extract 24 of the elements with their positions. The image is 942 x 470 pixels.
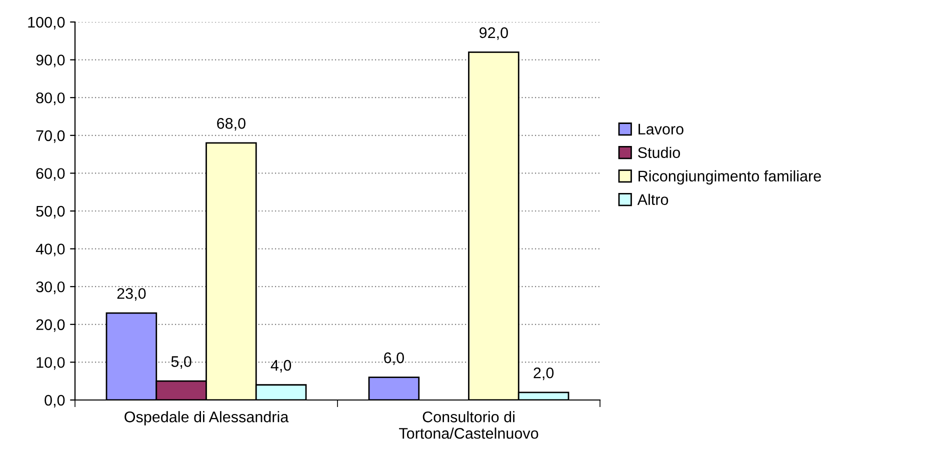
data-label: 6,0 [384,352,404,365]
y-tick-label: 0,0 [44,394,65,408]
legend-label: Altro [637,194,668,206]
data-label: 2,0 [534,367,554,380]
y-tick-label: 100,0 [28,16,65,30]
y-tick-label: 10,0 [36,357,65,370]
data-label: 23,0 [117,288,146,301]
y-tick-label: 80,0 [36,92,65,106]
data-label: 92,0 [480,27,508,40]
y-tick-label: 70,0 [36,130,65,143]
x-tick-label: Consultorio di Tortona/Castelnuovo [399,411,538,439]
data-label: 5,0 [171,356,192,369]
y-tick-label: 20,0 [36,319,65,332]
y-tick-label: 50,0 [36,206,65,218]
data-label: 68,0 [217,118,246,131]
y-tick-label: 60,0 [36,168,65,181]
y-tick-label: 30,0 [36,281,65,294]
y-tick-label: 90,0 [36,54,65,68]
data-label: 4,0 [270,360,292,373]
legend-label: Lavoro [638,124,684,135]
legend-label: Ricongiungimento familiare [638,170,821,185]
y-tick-label: 40,0 [36,244,65,256]
legend-label: Studio [638,146,680,158]
x-tick-label: Ospedale di Alessandria [124,411,289,426]
